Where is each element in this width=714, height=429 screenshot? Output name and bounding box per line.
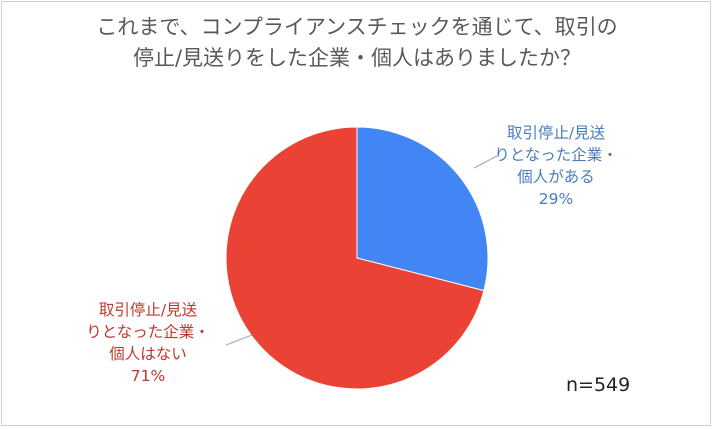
slice-label-yes-line-2: りとなった企業・ — [494, 146, 618, 164]
leader-line-yes — [473, 155, 498, 169]
chart-title: これまで、コンプライアンスチェックを通じて、取引の 停止/見送りをした企業・個人… — [0, 12, 714, 74]
pie-slice-yes — [356, 126, 489, 292]
chart-title-line-1: これまで、コンプライアンスチェックを通じて、取引の — [96, 15, 618, 39]
chart-title-line-2: 停止/見送りをした企業・個人はありましたか？ — [132, 46, 582, 70]
slice-label-no-line-3: 個人はない — [109, 345, 187, 363]
pie-slice-no — [225, 126, 485, 390]
slice-label-yes-line-3: 個人がある — [517, 168, 595, 186]
slice-label-no: 取引停止/見送 りとなった企業・ 個人はない 71% — [68, 299, 228, 387]
slice-label-yes-line-1: 取引停止/見送 — [506, 124, 606, 142]
sample-size-label: n=549 — [566, 374, 631, 396]
slice-label-no-line-1: 取引停止/見送 — [98, 301, 198, 319]
slice-label-yes: 取引停止/見送 りとなった企業・ 個人がある 29% — [476, 122, 636, 210]
slice-value-no: 71% — [130, 367, 166, 385]
leader-line-no — [225, 334, 253, 346]
slice-value-yes: 29% — [538, 190, 574, 208]
slice-label-no-line-2: りとなった企業・ — [86, 323, 210, 341]
